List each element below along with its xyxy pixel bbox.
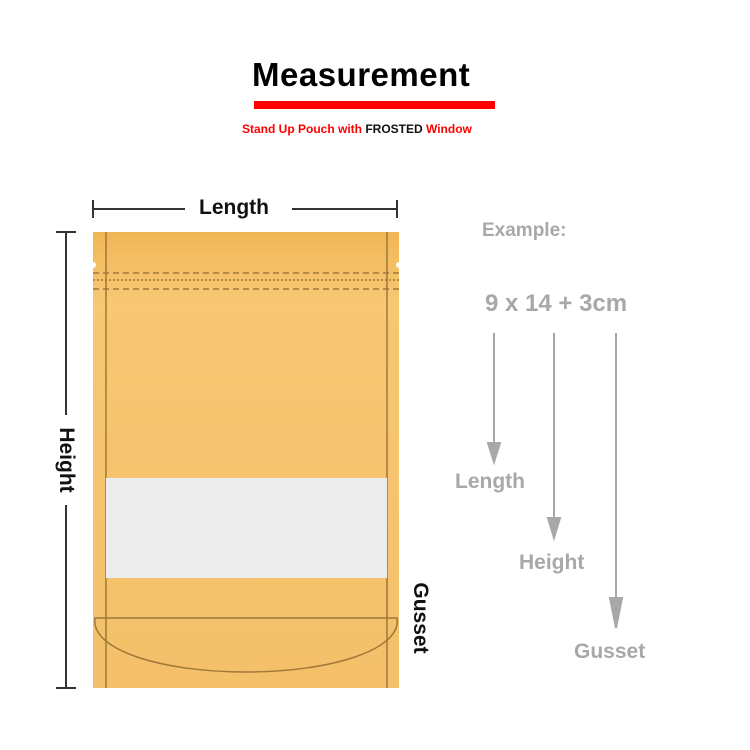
pouch-body [93, 232, 399, 688]
subtitle: Stand Up Pouch with FROSTED Window [242, 122, 472, 136]
height-label: Height [55, 427, 78, 493]
gusset-curve [94, 617, 398, 673]
title-underline [254, 101, 495, 109]
example-heading: Example: [482, 220, 567, 241]
example-arrows [486, 333, 624, 629]
frosted-window [106, 478, 387, 578]
subtitle-part1: Stand Up Pouch with [242, 122, 366, 136]
example-formula: 9 x 14 + 3cm [485, 290, 628, 317]
gusset-label: Gusset [409, 582, 432, 654]
height-dimension-line [56, 231, 76, 689]
subtitle-part3: Window [422, 122, 472, 136]
length-label: Length [199, 196, 269, 219]
title: Measurement [252, 56, 471, 93]
example-gusset: Gusset [574, 640, 646, 663]
example-length: Length [455, 470, 525, 493]
length-dimension-line [92, 200, 398, 218]
example-height: Height [519, 551, 585, 574]
subtitle-frosted: FROSTED [365, 122, 423, 136]
